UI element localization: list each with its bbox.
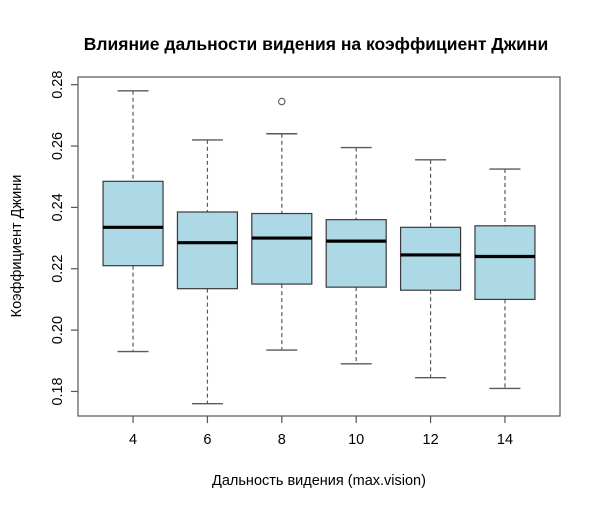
x-axis-tick-label: 4: [129, 432, 137, 448]
iqr-box: [102, 180, 164, 267]
iqr-box: [176, 211, 239, 290]
y-axis-title: Коэффициент Джини: [9, 175, 25, 318]
outlier-point: [278, 97, 286, 106]
y-axis-tick-label: 0.20: [50, 316, 66, 344]
iqr-box: [325, 219, 387, 288]
iqr-box: [474, 225, 536, 301]
plot-area: 0.18 0.20 0.22 0.24 0.26 0.28 4 6 8 10 12 14: [50, 71, 561, 448]
plot-frame: [77, 76, 561, 417]
y-axis-tick-label: 0.18: [50, 377, 66, 405]
y-axis-tick-label: 0.24: [50, 193, 66, 221]
x-axis-tick-label: 14: [497, 432, 513, 448]
iqr-box: [399, 226, 462, 291]
x-axis-tick-label: 12: [423, 432, 439, 448]
y-axis-tick-label: 0.26: [50, 132, 66, 160]
iqr-box: [251, 212, 313, 285]
x-axis-tick-label: 8: [278, 432, 286, 448]
x-axis-tick-label: 6: [203, 432, 211, 448]
x-axis-title: Дальность видения (max.vision): [212, 473, 426, 489]
y-axis-tick-label: 0.28: [50, 71, 66, 99]
chart-title: Влияние дальности видения на коэффициент…: [84, 34, 549, 54]
x-axis-tick-label: 10: [348, 432, 364, 448]
y-axis-tick-label: 0.22: [50, 255, 66, 283]
